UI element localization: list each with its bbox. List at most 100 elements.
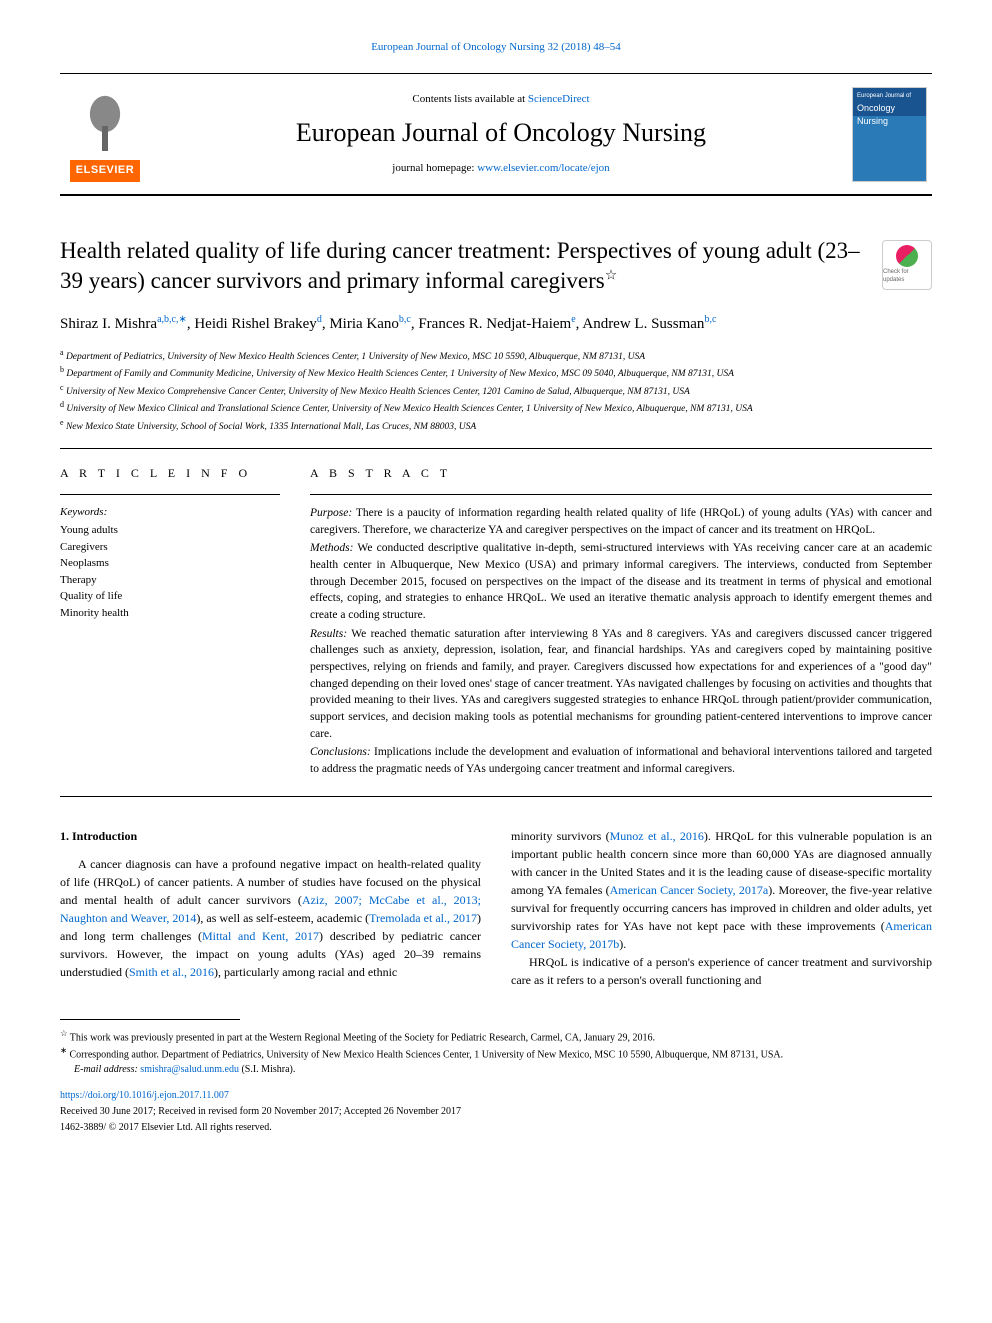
affil-text: New Mexico State University, School of S… xyxy=(66,422,476,432)
keyword: Neoplasms xyxy=(60,555,280,572)
journal-name: European Journal of Oncology Nursing xyxy=(170,115,832,151)
body-paragraph: minority survivors (Munoz et al., 2016).… xyxy=(511,827,932,953)
affil-label: c xyxy=(60,383,64,392)
author-name: Frances R. Nedjat-Haiem xyxy=(418,316,571,332)
doi-link[interactable]: https://doi.org/10.1016/j.ejon.2017.11.0… xyxy=(60,1090,229,1101)
keywords-list: Young adults Caregivers Neoplasms Therap… xyxy=(60,522,280,621)
results-text: We reached thematic saturation after int… xyxy=(310,628,932,740)
author-sup: d xyxy=(317,314,322,325)
affil-text: Department of Pediatrics, University of … xyxy=(66,352,645,362)
methods-label: Methods: xyxy=(310,542,353,554)
authors-block: Shiraz I. Mishraa,b,c,∗, Heidi Rishel Br… xyxy=(60,312,932,336)
cover-title-text: Oncology Nursing xyxy=(857,102,922,127)
affiliation: b Department of Family and Community Med… xyxy=(60,364,932,381)
author: Heidi Rishel Brakeyd xyxy=(194,316,321,332)
footnote-divider xyxy=(60,1019,240,1020)
author: Frances R. Nedjat-Haieme xyxy=(418,316,575,332)
footnote-marker: ∗ xyxy=(60,1046,67,1055)
purpose-label: Purpose: xyxy=(310,507,352,519)
abstract-heading: A B S T R A C T xyxy=(310,465,932,482)
body-text: ), particularly among racial and ethnic xyxy=(214,965,397,979)
sciencedirect-link[interactable]: ScienceDirect xyxy=(528,93,590,105)
contents-line: Contents lists available at ScienceDirec… xyxy=(170,92,832,107)
updates-circle-icon xyxy=(896,245,918,267)
body-paragraph: HRQoL is indicative of a person's experi… xyxy=(511,953,932,989)
keyword: Caregivers xyxy=(60,539,280,556)
author: Andrew L. Sussmanb,c xyxy=(582,316,716,332)
masthead: ELSEVIER Contents lists available at Sci… xyxy=(60,73,932,195)
citation-link[interactable]: European Journal of Oncology Nursing 32 … xyxy=(371,41,621,53)
cover-top-text: European Journal of xyxy=(857,92,922,100)
affil-label: a xyxy=(60,348,64,357)
article-info-column: A R T I C L E I N F O Keywords: Young ad… xyxy=(60,465,280,780)
author-name: Miria Kano xyxy=(329,316,399,332)
article-info-heading: A R T I C L E I N F O xyxy=(60,465,280,482)
footnotes: ☆ This work was previously presented in … xyxy=(60,1028,932,1078)
body-text: ), as well as self-esteem, academic ( xyxy=(196,911,369,925)
results-label: Results: xyxy=(310,628,347,640)
journal-cover-block: European Journal of Oncology Nursing xyxy=(852,87,932,182)
affiliations-block: a Department of Pediatrics, University o… xyxy=(60,347,932,434)
footnote-text: This work was previously presented in pa… xyxy=(70,1032,655,1043)
author-sup: e xyxy=(571,314,575,325)
masthead-center: Contents lists available at ScienceDirec… xyxy=(170,92,832,177)
keyword: Quality of life xyxy=(60,588,280,605)
affiliation: d University of New Mexico Clinical and … xyxy=(60,399,932,416)
author-sup: b,c xyxy=(399,314,411,325)
affiliation: c University of New Mexico Comprehensive… xyxy=(60,382,932,399)
affil-label: b xyxy=(60,365,64,374)
keyword: Young adults xyxy=(60,522,280,539)
author-name: Shiraz I. Mishra xyxy=(60,316,157,332)
check-updates-badge[interactable]: Check for updates xyxy=(882,240,932,290)
footnote-marker: ☆ xyxy=(60,1029,67,1038)
author-name: Heidi Rishel Brakey xyxy=(194,316,316,332)
footnote-presentation: ☆ This work was previously presented in … xyxy=(60,1028,932,1045)
citation-link[interactable]: Munoz et al., 2016 xyxy=(610,829,704,843)
elsevier-tree-icon xyxy=(70,86,140,156)
conclusions-label: Conclusions: xyxy=(310,746,371,758)
email-label: E-mail address: xyxy=(74,1064,138,1075)
citation-link[interactable]: Mittal and Kent, 2017 xyxy=(202,929,319,943)
homepage-prefix: journal homepage: xyxy=(392,162,477,174)
copyright-line: 1462-3889/ © 2017 Elsevier Ltd. All righ… xyxy=(60,1121,932,1135)
author-sup: b,c xyxy=(704,314,716,325)
purpose-text: There is a paucity of information regard… xyxy=(310,507,932,536)
citation-link[interactable]: American Cancer Society, 2017a xyxy=(610,883,769,897)
received-line: Received 30 June 2017; Received in revis… xyxy=(60,1105,932,1119)
body-column-right: minority survivors (Munoz et al., 2016).… xyxy=(511,827,932,989)
homepage-line: journal homepage: www.elsevier.com/locat… xyxy=(170,161,832,176)
abstract-text: Purpose: There is a paucity of informati… xyxy=(310,505,932,778)
conclusions-text: Implications include the development and… xyxy=(310,746,932,775)
affil-text: University of New Mexico Comprehensive C… xyxy=(66,387,690,397)
section-number: 1. xyxy=(60,829,69,843)
publisher-logo-block: ELSEVIER xyxy=(60,86,150,181)
info-abstract-row: A R T I C L E I N F O Keywords: Young ad… xyxy=(60,448,932,797)
keywords-label: Keywords: xyxy=(60,505,280,520)
affil-text: University of New Mexico Clinical and Tr… xyxy=(66,404,752,414)
divider xyxy=(310,494,932,495)
affiliation: a Department of Pediatrics, University o… xyxy=(60,347,932,364)
email-attribution: (S.I. Mishra). xyxy=(239,1064,295,1075)
header-citation: European Journal of Oncology Nursing 32 … xyxy=(60,40,932,55)
footnote-email: E-mail address: smishra@salud.unm.edu (S… xyxy=(60,1062,932,1077)
title-text: Health related quality of life during ca… xyxy=(60,238,860,293)
affil-label: d xyxy=(60,400,64,409)
footnote-text: Corresponding author. Department of Pedi… xyxy=(67,1049,783,1060)
email-link[interactable]: smishra@salud.unm.edu xyxy=(140,1064,239,1075)
updates-label: Check for updates xyxy=(883,269,931,285)
keyword: Therapy xyxy=(60,572,280,589)
citation-link[interactable]: Smith et al., 2016 xyxy=(129,965,214,979)
author: Miria Kanob,c xyxy=(329,316,411,332)
citation-link[interactable]: Tremolada et al., 2017 xyxy=(369,911,477,925)
section-title: Introduction xyxy=(72,829,137,843)
body-text: minority survivors ( xyxy=(511,829,610,843)
affiliation: e New Mexico State University, School of… xyxy=(60,417,932,434)
body-columns: 1. Introduction A cancer diagnosis can h… xyxy=(60,827,932,989)
affil-text: Department of Family and Community Medic… xyxy=(66,370,734,380)
body-column-left: 1. Introduction A cancer diagnosis can h… xyxy=(60,827,481,989)
title-footnote-marker: ☆ xyxy=(605,268,618,283)
author: Shiraz I. Mishraa,b,c,∗ xyxy=(60,316,187,332)
author-name: Andrew L. Sussman xyxy=(582,316,704,332)
homepage-link[interactable]: www.elsevier.com/locate/ejon xyxy=(477,162,609,174)
affil-label: e xyxy=(60,418,64,427)
